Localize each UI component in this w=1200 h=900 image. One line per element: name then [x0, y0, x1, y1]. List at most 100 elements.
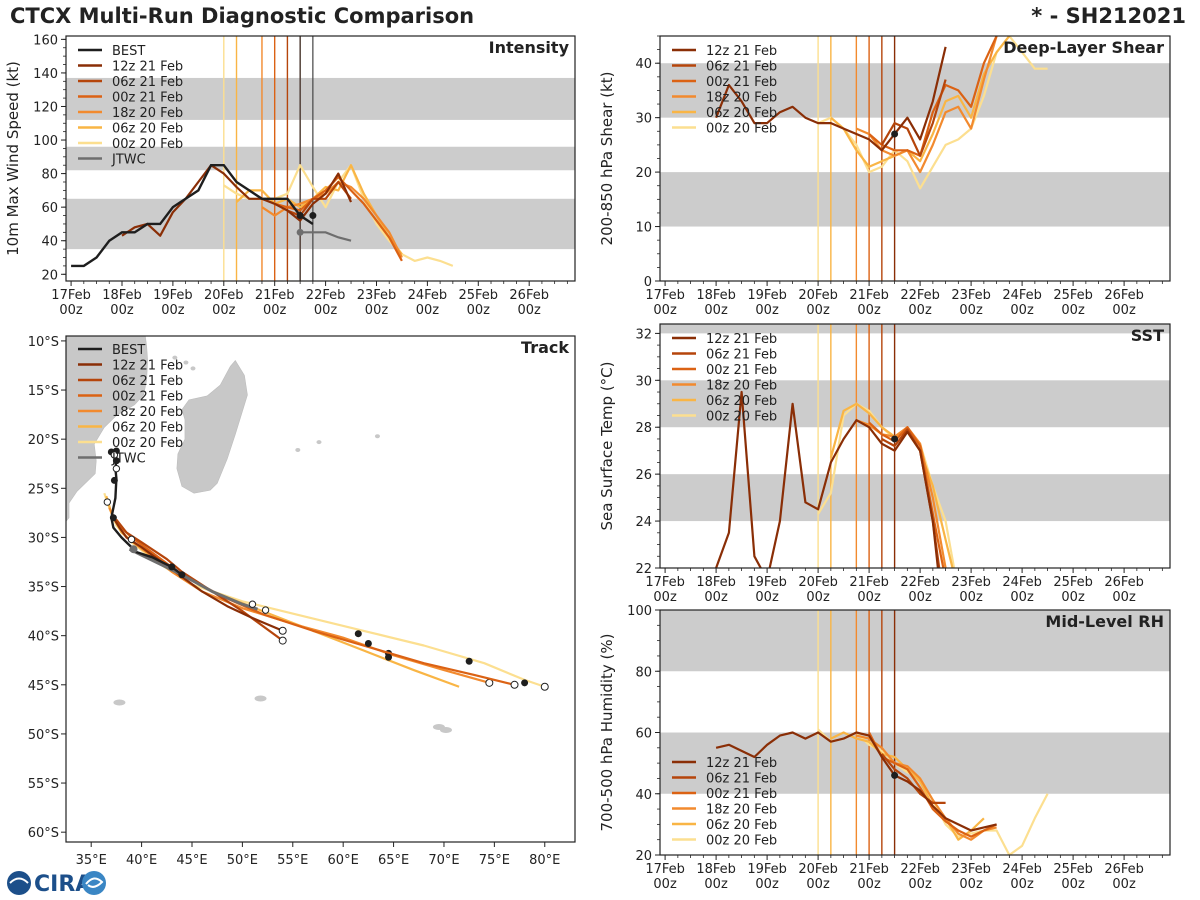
shear-series-0 — [715, 46, 947, 152]
intensity-xtick-day-0: 17Feb — [51, 288, 91, 303]
track-ytick-label-1: 15°S — [28, 384, 59, 399]
shear-xtick-day-3: 20Feb — [798, 288, 838, 303]
island-5 — [374, 434, 380, 439]
rh-xtick-hour-4: 00z — [857, 877, 881, 892]
track-series-2-point-1 — [385, 653, 393, 661]
intensity-xtick-hour-1: 00z — [110, 303, 134, 318]
intensity-legend-label-5: 06z 20 Feb — [112, 122, 183, 137]
sst-ytick-label-5: 32 — [635, 327, 652, 342]
intensity-ytick-label-2: 60 — [41, 201, 58, 216]
track-legend-label-7: JTWC — [111, 452, 146, 467]
rh-legend-label-4: 06z 20 Feb — [706, 818, 777, 833]
shear-xtick-day-4: 21Feb — [849, 288, 889, 303]
sst-band-0 — [660, 474, 1170, 522]
shear-ytick-label-2: 20 — [635, 166, 652, 181]
shear-xtick-hour-3: 00z — [806, 303, 830, 318]
intensity-legend-label-1: 12z 21 Feb — [112, 60, 183, 75]
intensity-xtick-hour-0: 00z — [59, 303, 83, 318]
rh-ytick-label-0: 20 — [635, 849, 652, 864]
shear-xtick-hour-4: 00z — [857, 303, 881, 318]
sst-ytick-label-4: 30 — [635, 374, 652, 389]
intensity-xtick-day-7: 24Feb — [408, 288, 448, 303]
shear-xtick-hour-5: 00z — [908, 303, 932, 318]
track-open-point-3 — [127, 535, 136, 544]
shear-series-1 — [880, 79, 947, 157]
track-series-1-endpoint — [278, 636, 287, 645]
shear-xtick-hour-6: 00z — [959, 303, 983, 318]
track-legend-label-4: 18z 20 Feb — [112, 405, 183, 420]
track-open-point-4 — [248, 600, 257, 608]
track-legend-label-3: 00z 21 Feb — [112, 390, 183, 405]
shear-xtick-hour-8: 00z — [1061, 303, 1085, 318]
sst-xtick-day-7: 24Feb — [1002, 575, 1042, 590]
rh-legend-label-2: 00z 21 Feb — [706, 787, 777, 802]
intensity-xtick-hour-3: 00z — [212, 303, 236, 318]
intensity-xtick-day-2: 19Feb — [153, 288, 193, 303]
intensity-series-0 — [121, 164, 353, 237]
intensity-title: Intensity — [489, 38, 570, 57]
sst-frame — [659, 323, 1171, 569]
track-series-3 — [108, 507, 490, 684]
sst-ytick-label-1: 24 — [635, 515, 652, 530]
sst-ytick-label-2: 26 — [635, 468, 652, 483]
shear-xtick-day-6: 23Feb — [951, 288, 991, 303]
shear-legend-label-2: 00z 21 Feb — [706, 75, 777, 90]
shear-ylabel: 200-850 hPa Shear (kt) — [598, 72, 616, 246]
intensity-best-line — [71, 164, 314, 268]
intensity-xtick-day-8: 25Feb — [459, 288, 499, 303]
intensity-band-2 — [66, 77, 575, 120]
track-ytick-label-9: 55°S — [28, 777, 59, 792]
rh-xtick-hour-0: 00z — [653, 877, 677, 892]
intensity-xtick-day-9: 26Feb — [509, 288, 549, 303]
track-series-0-endpoint — [278, 626, 287, 635]
rh-legend-label-1: 06z 21 Feb — [706, 772, 777, 787]
shear-xtick-day-7: 24Feb — [1002, 288, 1042, 303]
track-xtick-label-8: 75°E — [479, 853, 510, 868]
intensity-best-point-1 — [309, 212, 317, 220]
madagascar-landmass — [176, 360, 248, 494]
intensity-ytick-label-4: 100 — [33, 134, 58, 149]
cira-logo: CIRA — [7, 871, 106, 897]
track-xtick-label-0: 35°E — [76, 853, 107, 868]
island-8 — [254, 695, 267, 702]
track-series-2-point-0 — [364, 640, 372, 648]
sst-legend-label-5: 00z 20 Feb — [706, 410, 777, 425]
rh-xtick-hour-5: 00z — [908, 877, 932, 892]
intensity-legend-label-6: 00z 20 Feb — [112, 137, 183, 152]
rh-plot-area — [660, 610, 1170, 855]
track-best-point-3 — [110, 476, 118, 484]
track-map-area — [66, 336, 549, 733]
shear-xtick-hour-0: 00z — [653, 303, 677, 318]
intensity-jtwc-line — [300, 231, 352, 242]
sst-band-2 — [660, 324, 1170, 334]
rh-xtick-hour-2: 00z — [755, 877, 779, 892]
panel-intensity: 2040608010012014016017Feb00z18Feb00z19Fe… — [4, 33, 576, 318]
track-best-point-6 — [178, 571, 186, 579]
track-best-point-4 — [109, 514, 117, 522]
sst-xtick-day-9: 26Feb — [1104, 575, 1144, 590]
panel-track: 10°S 15°S 20°S 25°S 30°S 35°S 40°S 45°S 50°S 55°S… — [28, 335, 576, 868]
track-ytick-label-10: 60°S — [28, 826, 59, 841]
rh-ytick-label-2: 60 — [635, 727, 652, 742]
sst-xtick-hour-0: 00z — [653, 590, 677, 605]
island-9 — [113, 699, 126, 706]
shear-xtick-hour-7: 00z — [1010, 303, 1034, 318]
shear-xtick-day-1: 18Feb — [696, 288, 736, 303]
track-xtick-label-5: 60°E — [328, 853, 359, 868]
sst-ytick-label-0: 22 — [635, 562, 652, 577]
shear-best-point-0 — [891, 130, 899, 138]
rh-ytick-label-3: 80 — [635, 665, 652, 680]
intensity-legend-label-2: 06z 21 Feb — [112, 75, 183, 90]
track-legend-label-0: BEST — [112, 343, 145, 358]
sst-legend-label-4: 06z 20 Feb — [706, 394, 777, 409]
track-open-point-1 — [110, 451, 119, 459]
sst-band-1 — [660, 380, 1170, 428]
intensity-xtick-hour-7: 00z — [416, 303, 440, 318]
shear-xtick-day-2: 19Feb — [747, 288, 787, 303]
track-ytick-label-8: 50°S — [28, 728, 59, 743]
intensity-xtick-hour-9: 00z — [518, 303, 542, 318]
intensity-frame — [65, 35, 576, 282]
sst-xtick-day-0: 17Feb — [645, 575, 685, 590]
intensity-xtick-day-5: 22Feb — [306, 288, 346, 303]
shear-xtick-day-5: 22Feb — [900, 288, 940, 303]
